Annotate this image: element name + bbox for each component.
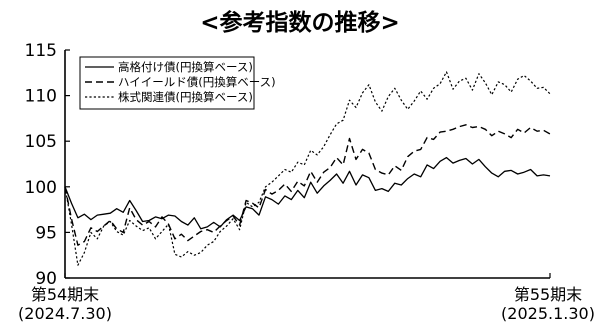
y-tick-label: 95 — [35, 223, 57, 243]
legend-box — [79, 56, 255, 110]
y-tick-label: 100 — [25, 178, 57, 198]
legend-label: 株式関連債(円換算ベース) — [118, 90, 253, 104]
y-tick-label: 105 — [25, 132, 57, 152]
y-tick-label: 90 — [35, 269, 57, 289]
y-tick-label: 115 — [25, 41, 57, 61]
series-layer — [64, 71, 551, 266]
legend: 高格付け債(円換算ベース)ハイイールド債(円換算ベース)株式関連債(円換算ベース… — [79, 56, 276, 110]
series-line-2 — [64, 124, 551, 246]
x-tick-label: (2024.7.30) — [18, 304, 112, 323]
x-tick-label: (2025.1.30) — [501, 304, 595, 323]
y-tick-label: 110 — [25, 87, 57, 107]
x-tick-label: 第54期末 — [31, 285, 99, 304]
x-tick-label: 第55期末 — [514, 285, 582, 304]
legend-label: ハイイールド債(円換算ベース) — [118, 75, 276, 89]
chart-title: <参考指数の推移> — [200, 9, 400, 36]
legend-label: 高格付け債(円換算ベース) — [118, 60, 253, 74]
axes: 90 95 100 105 110 115 第54期末(2024.7.30) 第55期末(20… — [18, 41, 595, 323]
series-line-1 — [64, 156, 551, 230]
